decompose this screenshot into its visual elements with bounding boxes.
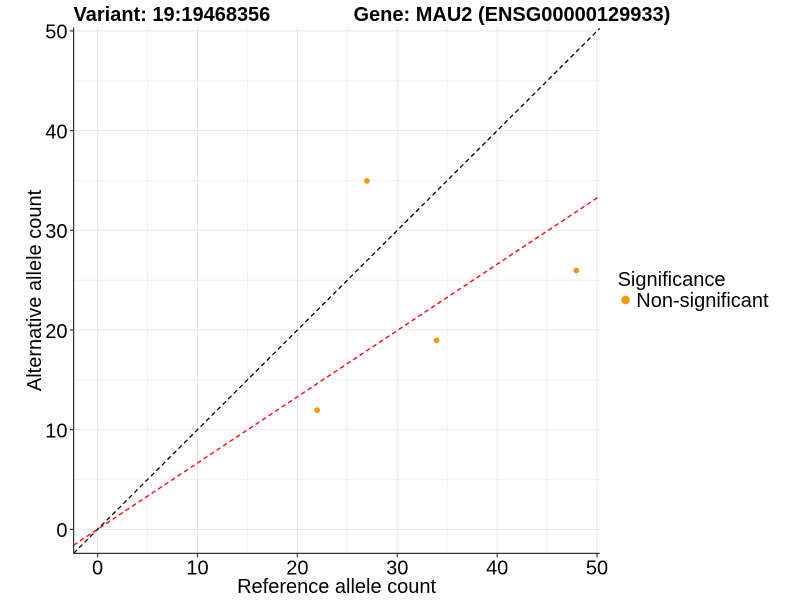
svg-text:10: 10 [186,558,208,580]
svg-text:Reference allele count: Reference allele count [237,576,436,598]
svg-text:Alternative allele count: Alternative allele count [24,189,46,391]
svg-text:Significance: Significance [618,269,726,291]
svg-text:30: 30 [386,558,408,580]
svg-text:Gene: MAU2 (ENSG00000129933): Gene: MAU2 (ENSG00000129933) [354,4,671,26]
svg-text:40: 40 [45,121,67,143]
svg-text:20: 20 [286,558,308,580]
svg-text:50: 50 [45,22,67,44]
svg-text:20: 20 [45,321,67,343]
svg-text:Variant: 19:19468356: Variant: 19:19468356 [74,4,271,26]
svg-text:10: 10 [45,421,67,443]
svg-text:30: 30 [45,221,67,243]
svg-text:0: 0 [56,520,67,542]
svg-text:0: 0 [92,558,103,580]
svg-text:40: 40 [486,558,508,580]
svg-text:50: 50 [586,558,608,580]
svg-text:Non-significant: Non-significant [636,290,769,312]
